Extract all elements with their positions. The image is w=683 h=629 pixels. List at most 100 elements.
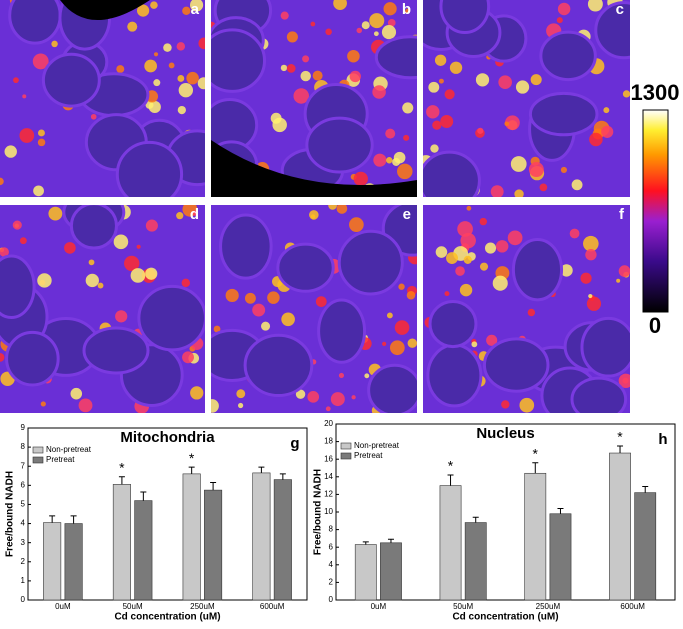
micrograph-content [423, 205, 630, 413]
nucleus [5, 330, 60, 387]
speckle [381, 25, 397, 40]
significance-marker: * [617, 429, 623, 445]
nucleus [594, 1, 630, 60]
speckle [406, 290, 416, 300]
y-tick-label: 3 [21, 538, 26, 547]
x-tick-label: 600uM [260, 602, 285, 611]
speckle [383, 2, 397, 16]
y-tick-label: 6 [329, 542, 334, 551]
speckle [145, 267, 158, 280]
speckle [144, 59, 158, 73]
speckle [51, 40, 58, 48]
bar [64, 523, 83, 601]
error-bar [532, 462, 539, 474]
legend-swatch [32, 446, 44, 454]
speckle [528, 162, 544, 178]
bar [204, 489, 223, 601]
y-tick-label: 0 [21, 595, 26, 604]
bar [380, 542, 402, 601]
bar [252, 472, 271, 601]
micrograph [0, 205, 205, 413]
speckle [373, 153, 387, 167]
speckle [349, 70, 361, 83]
bar [549, 513, 572, 601]
speckle [603, 107, 610, 114]
speckle [145, 219, 158, 232]
speckle [519, 397, 535, 413]
speckle [225, 288, 239, 303]
speckle [618, 265, 630, 277]
bar [43, 522, 62, 601]
colorbar [642, 109, 669, 313]
speckle [0, 247, 9, 257]
micrograph [211, 0, 417, 197]
speckle [353, 171, 368, 186]
panel-label: f [619, 206, 625, 223]
x-axis-label: Cd concentration (uM) [452, 612, 558, 623]
y-tick-label: 4 [329, 560, 334, 569]
speckle [514, 189, 524, 197]
speckle [616, 278, 621, 283]
error-bar [258, 466, 265, 473]
speckle [527, 308, 536, 317]
speckle [19, 237, 27, 245]
legend-label: Non-pretreat [46, 445, 92, 454]
speckle [364, 373, 370, 379]
speckle [466, 205, 472, 211]
speckle [557, 2, 571, 16]
speckle [238, 402, 244, 409]
panel-label: b [402, 1, 411, 18]
nucleus [426, 343, 483, 408]
speckle [622, 377, 629, 384]
nucleus [305, 116, 374, 174]
speckle [504, 121, 510, 127]
speckle [560, 166, 568, 174]
speckle [588, 293, 593, 299]
speckle [182, 6, 191, 16]
speckle [153, 79, 161, 87]
speckle [455, 266, 465, 276]
speckle [186, 71, 199, 85]
speckle [471, 341, 478, 348]
bar [134, 500, 153, 601]
error-bar [472, 516, 479, 523]
y-tick-label: 9 [21, 423, 26, 432]
speckle [37, 138, 46, 147]
speckle [475, 73, 490, 87]
bar [273, 479, 292, 601]
error-bar [49, 515, 56, 523]
nucleus [423, 150, 481, 197]
error-bar [447, 474, 454, 486]
speckle [32, 53, 49, 70]
background-dark [211, 140, 417, 197]
speckle [19, 128, 35, 143]
speckle [403, 134, 410, 141]
speckle [176, 212, 184, 220]
speckle [490, 185, 504, 197]
nucleus [69, 205, 118, 250]
nucleus [439, 0, 491, 35]
speckle [70, 387, 83, 400]
speckle [426, 105, 440, 119]
nucleus [0, 254, 36, 319]
speckle [463, 255, 472, 264]
plot-frame [27, 427, 308, 601]
error-bar [210, 481, 217, 491]
speckle [571, 179, 583, 191]
speckle [560, 264, 573, 277]
speckle [310, 214, 316, 219]
error-bar [70, 515, 77, 524]
speckle [293, 88, 309, 104]
bar [439, 485, 462, 601]
panel-label: e [403, 206, 411, 223]
speckle [310, 21, 316, 27]
speckle [601, 125, 614, 138]
speckle [589, 132, 603, 147]
speckle [325, 28, 332, 36]
speckle [349, 217, 364, 233]
speckle [192, 210, 198, 216]
speckle [583, 235, 599, 252]
nucleus [428, 299, 478, 349]
speckle [501, 400, 510, 409]
speckle [402, 102, 414, 114]
